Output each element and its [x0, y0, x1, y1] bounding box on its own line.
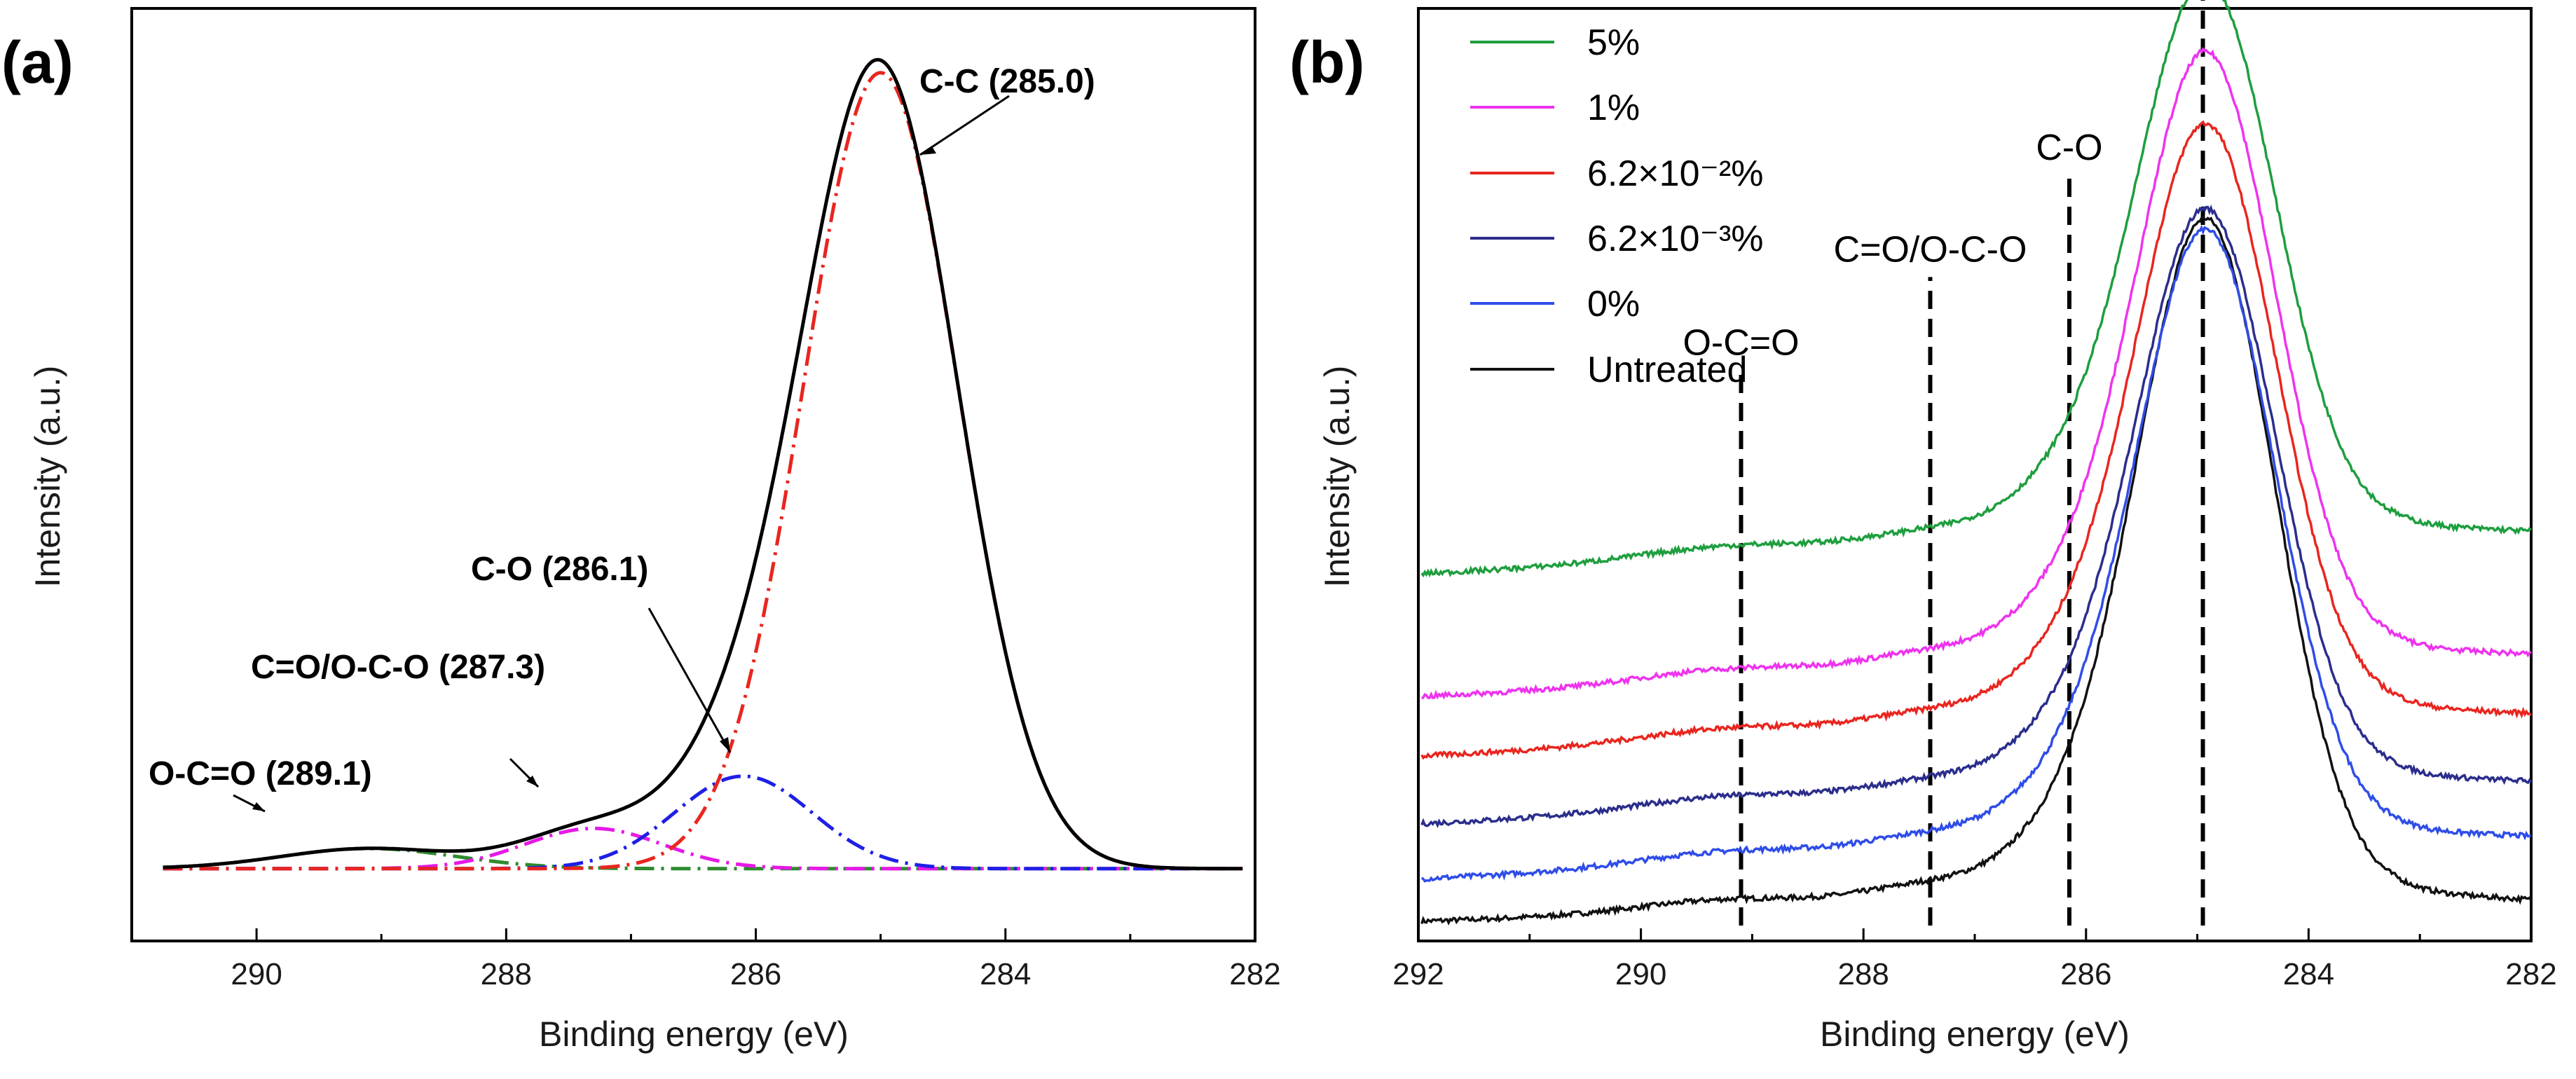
b-x-tick-label-286: 286: [2060, 957, 2111, 991]
panel-b-curves: [1420, 0, 2533, 926]
legend: 5% 1% 6.2×10⁻²% 6.2×10⁻³% 0% Untreated: [1470, 22, 1764, 390]
a-series-c-o-286-1: [163, 774, 1243, 871]
panel-a: (a) 290 288 286 284 282 Binding energy (eV) …: [1, 7, 1281, 1054]
b-series-untreated: [1420, 215, 2533, 926]
b-series-0: [1420, 224, 2532, 883]
ann-cc-arrow: [919, 95, 1010, 156]
a-x-tick-label-286: 286: [730, 957, 781, 991]
b-series-6-2-10: [1420, 204, 2533, 829]
a-x-tick-label-284: 284: [980, 957, 1031, 991]
legend-item-0pct: 0%: [1470, 284, 1640, 324]
panel-b-label: (b): [1289, 29, 1364, 95]
panel-a-curves: [163, 57, 1243, 871]
ann-co-arrow: [648, 607, 732, 753]
legend-item-6-2e-3pct: 6.2×10⁻³%: [1470, 219, 1764, 259]
legend-label-1pct: 1%: [1587, 88, 1640, 128]
panel-a-label: (a): [1, 29, 74, 95]
a-x-tick-label-290: 290: [231, 957, 282, 991]
panel-b-frame: [1417, 7, 2533, 942]
panel-a-annotations: C-C (285.0) C-O (286.1) C=O/O-C-O (287.3…: [149, 63, 1095, 813]
ann-coc-arrowhead: [526, 776, 538, 787]
ann-co-label: C-O (286.1): [471, 551, 648, 588]
panel-b-y-label: Intensity (a.u.): [1317, 366, 1357, 588]
panel-a-y-label: Intensity (a.u.): [28, 366, 67, 588]
legend-label-0pct: 0%: [1587, 284, 1640, 324]
panel-b-x-axis: 292 290 288 286 284 282: [1392, 928, 2557, 991]
b-refline-label-c-o: C-O: [2036, 128, 2102, 168]
ann-oco-arrowhead: [252, 802, 265, 811]
panel-b-x-label: Binding energy (eV): [1820, 1015, 2130, 1054]
b-refline-label-c-o-o-c-o: C=O/O-C-O: [1834, 229, 2027, 270]
ann-cc-label: C-C (285.0): [919, 63, 1095, 100]
ann-cc: C-C (285.0): [919, 63, 1095, 156]
panel-a-frame: [130, 7, 1256, 942]
legend-label-untreated: Untreated: [1587, 350, 1747, 390]
a-series-c-c-285-0: [163, 71, 1243, 871]
ann-cc-arrowhead: [920, 146, 936, 155]
panel-a-x-axis: 290 288 286 284 282: [130, 928, 1281, 991]
panel-b-reference-lines: O-C=OC=O/O-C-OC-OC-C/C-H: [1683, 0, 2205, 926]
b-x-tick-label-282: 282: [2505, 957, 2556, 991]
legend-label-6-2e-2pct: 6.2×10⁻²%: [1587, 153, 1764, 194]
a-x-tick-label-288: 288: [481, 957, 532, 991]
b-series-6-2-10: [1420, 120, 2533, 760]
legend-item-6-2e-2pct: 6.2×10⁻²%: [1470, 153, 1764, 194]
b-refline-label-o-c-o: O-C=O: [1683, 323, 1799, 364]
a-series-envelope: [163, 57, 1243, 871]
b-x-tick-label-284: 284: [2283, 957, 2334, 991]
panel-b: (b) 292 290 288 286 284 282 Binding energy (e…: [1289, 0, 2557, 1054]
b-x-tick-label-292: 292: [1392, 957, 1444, 991]
b-series-1: [1420, 46, 2532, 700]
legend-item-1pct: 1%: [1470, 88, 1640, 128]
legend-label-6-2e-3pct: 6.2×10⁻³%: [1587, 219, 1764, 259]
ann-coc: C=O/O-C-O (287.3): [251, 649, 545, 788]
legend-label-5pct: 5%: [1587, 22, 1640, 63]
a-x-tick-label-282: 282: [1229, 957, 1280, 991]
b-x-tick-label-290: 290: [1615, 957, 1666, 991]
b-x-tick-label-288: 288: [1837, 957, 1889, 991]
a-series-c-o-o-c-o-287-3: [163, 826, 1243, 871]
legend-item-5pct: 5%: [1470, 22, 1640, 63]
ann-oco: O-C=O (289.1): [149, 755, 372, 813]
ann-coc-label: C=O/O-C-O (287.3): [251, 649, 545, 686]
ann-co: C-O (286.1): [471, 551, 732, 753]
legend-item-untreated: Untreated: [1470, 350, 1747, 390]
ann-co-arrowhead: [720, 737, 730, 752]
panel-a-x-label: Binding energy (eV): [539, 1015, 849, 1054]
ann-oco-label: O-C=O (289.1): [149, 755, 372, 792]
b-series-5: [1420, 0, 2533, 578]
